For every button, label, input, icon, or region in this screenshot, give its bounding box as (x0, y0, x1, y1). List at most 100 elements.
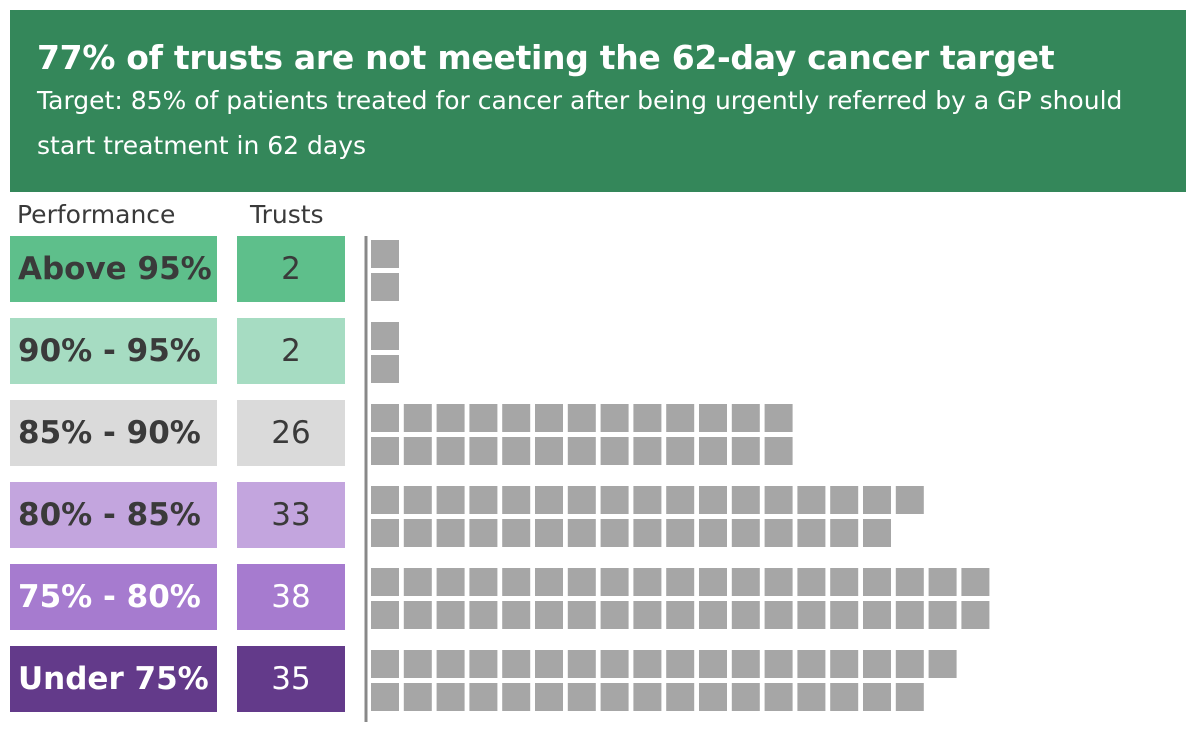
trust-unit (403, 404, 432, 432)
trust-unit (633, 404, 662, 432)
trust-unit (502, 601, 531, 629)
trust-unit (863, 519, 891, 547)
trust-unit (928, 568, 957, 596)
trust-unit (666, 650, 695, 678)
trust-count: 2 (237, 318, 345, 384)
trust-unit (830, 486, 859, 514)
trust-unit (567, 568, 596, 596)
trust-unit (764, 437, 793, 465)
trust-unit (699, 650, 727, 678)
trust-unit (797, 486, 826, 514)
trust-unit (895, 683, 924, 711)
trust-unit (469, 437, 498, 465)
trust-unit (600, 568, 629, 596)
trust-unit (731, 683, 760, 711)
category-label: 85% - 90% (10, 400, 217, 466)
trust-unit (535, 437, 563, 465)
trust-unit (535, 683, 563, 711)
trust-unit (535, 568, 563, 596)
trust-unit (797, 601, 826, 629)
trust-unit (764, 404, 793, 432)
trust-unit (731, 650, 760, 678)
trusts-column-header: Trusts (250, 200, 324, 229)
chart-header: 77% of trusts are not meeting the 62-day… (10, 10, 1186, 192)
trust-count: 33 (237, 482, 345, 548)
trust-unit (403, 683, 432, 711)
trust-unit (895, 601, 924, 629)
trust-unit (600, 519, 629, 547)
trust-unit (600, 486, 629, 514)
trust-unit (633, 601, 662, 629)
trust-unit (731, 437, 760, 465)
trust-unit (699, 404, 727, 432)
trust-unit (371, 683, 399, 711)
trust-unit (764, 683, 793, 711)
trust-unit (830, 519, 859, 547)
trust-unit (371, 355, 399, 383)
category-label: 90% - 95% (10, 318, 217, 384)
trust-unit (666, 519, 695, 547)
trust-unit (830, 650, 859, 678)
trust-unit (764, 486, 793, 514)
trust-unit (633, 519, 662, 547)
trust-unit (371, 601, 399, 629)
trust-unit (436, 650, 465, 678)
trust-unit (830, 601, 859, 629)
trust-unit (764, 568, 793, 596)
trust-unit (436, 568, 465, 596)
trust-unit (502, 683, 531, 711)
trust-unit (895, 568, 924, 596)
trust-unit (535, 404, 563, 432)
trust-unit (895, 650, 924, 678)
trust-unit (764, 519, 793, 547)
trust-unit (371, 437, 399, 465)
chart-subtitle: Target: 85% of patients treated for canc… (37, 86, 1123, 160)
trust-unit (469, 486, 498, 514)
trust-unit (469, 404, 498, 432)
trust-unit (469, 650, 498, 678)
trust-unit (731, 404, 760, 432)
trust-unit (863, 650, 891, 678)
trust-unit (797, 650, 826, 678)
trust-unit (469, 519, 498, 547)
trust-unit (371, 486, 399, 514)
trust-unit (699, 568, 727, 596)
trust-unit (371, 568, 399, 596)
trust-unit (600, 601, 629, 629)
trust-unit (961, 601, 990, 629)
trust-unit (403, 568, 432, 596)
trust-unit (699, 601, 727, 629)
trust-unit (666, 568, 695, 596)
trust-unit (764, 650, 793, 678)
trust-unit (600, 650, 629, 678)
trust-unit (502, 437, 531, 465)
trust-unit (633, 568, 662, 596)
trust-unit (469, 683, 498, 711)
trust-count: 2 (237, 236, 345, 302)
trust-unit (469, 568, 498, 596)
trust-unit (797, 568, 826, 596)
trust-unit (403, 437, 432, 465)
trust-unit (502, 404, 531, 432)
trust-unit (731, 519, 760, 547)
trust-unit (502, 486, 531, 514)
trust-unit (436, 519, 465, 547)
trust-unit (502, 650, 531, 678)
trust-count: 38 (237, 564, 345, 630)
trust-unit (567, 601, 596, 629)
trust-unit (633, 650, 662, 678)
trust-unit (830, 683, 859, 711)
trust-unit (403, 519, 432, 547)
trust-unit (567, 650, 596, 678)
trust-unit (600, 404, 629, 432)
trust-unit (371, 240, 399, 268)
trust-unit (764, 601, 793, 629)
trust-unit (895, 486, 924, 514)
trust-unit (567, 519, 596, 547)
trust-unit (436, 437, 465, 465)
trust-unit (633, 486, 662, 514)
trust-unit (863, 568, 891, 596)
trust-unit (469, 601, 498, 629)
category-label: 80% - 85% (10, 482, 217, 548)
